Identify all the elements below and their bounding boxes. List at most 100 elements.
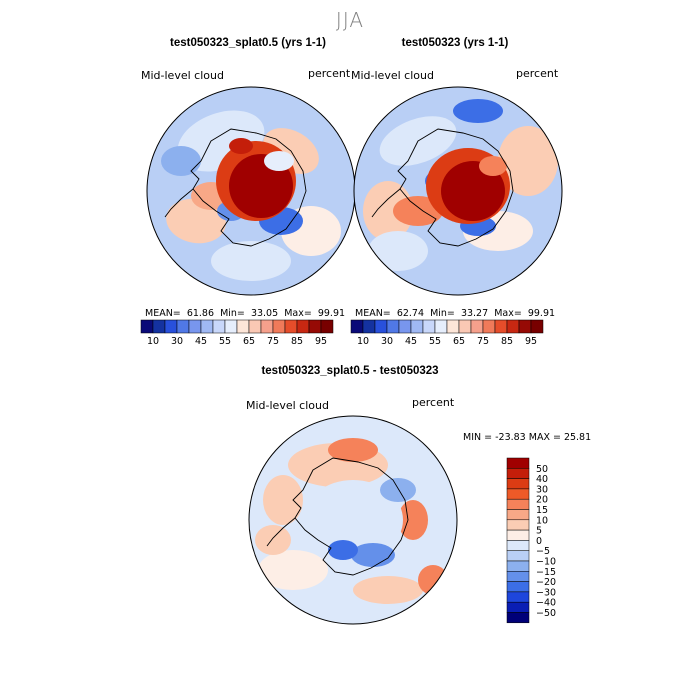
colorbar-tick-label: 45: [195, 336, 207, 347]
panel1-stats: MEAN= 61.86 Min= 33.05 Max= 99.91: [145, 308, 345, 319]
season-title: JJA: [335, 8, 365, 32]
panel2-min-value: 33.27: [460, 308, 489, 319]
panel2-min-label: Min=: [430, 308, 455, 319]
colorbar-tick-label: −20: [536, 577, 556, 588]
panel2-max-label: Max=: [494, 308, 522, 319]
colorbar-swatch: [506, 457, 530, 469]
panel3-variable-label: Mid-level cloud: [246, 399, 329, 412]
panel1-min-value: 33.05: [250, 308, 279, 319]
coastline: [190, 128, 307, 247]
peninsula-coastline: [371, 188, 401, 218]
colorbar-tick-label: 95: [315, 336, 327, 347]
field-contour: [328, 438, 378, 462]
colorbar-swatch: [164, 319, 178, 334]
panel2-max-value: 99.91: [527, 308, 556, 319]
colorbar-tick-label: 30: [171, 336, 183, 347]
colorbar-swatch: [386, 319, 400, 334]
colorbar-swatch: [152, 319, 166, 334]
colorbar-swatch: [212, 319, 226, 334]
colorbar-swatch: [506, 468, 530, 479]
field-contour: [380, 478, 416, 502]
panel3-map-border: [248, 415, 458, 625]
colorbar-swatch: [458, 319, 472, 334]
colorbar-tick-label: 15: [536, 505, 548, 516]
field-contour: [353, 576, 423, 604]
colorbar-swatch: [506, 529, 530, 541]
colorbar-tick-label: −30: [536, 587, 556, 598]
colorbar-swatch: [470, 319, 484, 334]
colorbar-tick-label: 50: [536, 464, 548, 475]
colorbar-swatch: [506, 612, 530, 624]
field-contour: [264, 151, 294, 171]
colorbar-swatch: [506, 591, 530, 603]
panel2-colorbar: 10 30 45 55 65 75 85 95: [350, 319, 544, 347]
colorbar-swatch: [482, 319, 496, 334]
colorbar-swatch: [506, 319, 520, 334]
colorbar-swatch: [410, 319, 424, 334]
field-contour: [453, 99, 503, 123]
colorbar-swatch: [248, 319, 262, 334]
field-contour: [328, 540, 358, 560]
colorbar-swatch: [506, 571, 530, 582]
panel3-units-label: percent: [412, 396, 455, 409]
field-contour: [418, 565, 448, 595]
field-contour: [479, 156, 507, 176]
field-contour: [498, 126, 558, 196]
colorbar-swatch: [506, 509, 530, 521]
colorbar-swatch: [422, 319, 436, 334]
colorbar-tick-label: 10: [536, 515, 548, 526]
colorbar-swatch: [530, 319, 544, 334]
panel2-stats: MEAN= 62.74 Min= 33.27 Max= 99.91: [355, 308, 555, 319]
colorbar-swatch: [296, 319, 310, 334]
field-contour: [303, 480, 403, 560]
panel3-map: [248, 415, 458, 625]
colorbar-swatch: [308, 319, 322, 334]
colorbar-tick-label: 20: [536, 495, 548, 506]
panel1-map: [146, 86, 356, 296]
colorbar-swatch: [272, 319, 286, 334]
panel3-field: [249, 416, 457, 624]
colorbar-tick-label: 75: [477, 336, 489, 347]
colorbar-tick-label: 10: [357, 336, 369, 347]
panel2-title: test050323 (yrs 1-1): [401, 37, 509, 49]
colorbar-swatch: [494, 319, 508, 334]
colorbar-tick-label: 40: [536, 474, 548, 485]
field-contour: [393, 196, 443, 226]
panel1-title: test050323_splat0.5 (yrs 1-1): [170, 37, 326, 49]
colorbar-tick-label: 55: [429, 336, 441, 347]
colorbar-swatch: [506, 478, 530, 490]
peninsula-coastline: [164, 188, 194, 218]
field-contour: [351, 543, 395, 567]
colorbar-tick-label: 55: [219, 336, 231, 347]
panel2-variable-label: Mid-level cloud: [351, 69, 434, 82]
coastline: [292, 457, 409, 576]
panel3-title: test050323_splat0.5 - test050323: [261, 365, 439, 377]
panel2-units-label: percent: [516, 67, 559, 80]
colorbar-swatch: [398, 319, 412, 334]
colorbar-tick-label: −5: [536, 546, 550, 557]
colorbar-tick-label: 5: [536, 526, 542, 537]
colorbar-swatch: [506, 519, 530, 531]
colorbar-tick-label: −15: [536, 567, 556, 578]
colorbar-swatch: [320, 319, 334, 334]
colorbar-tick-label: 30: [381, 336, 393, 347]
field-contour: [255, 525, 291, 555]
colorbar-swatch: [434, 319, 448, 334]
colorbar-tick-label: 95: [525, 336, 537, 347]
field-contour: [441, 161, 505, 221]
field-contour: [161, 146, 201, 176]
panel1-min-label: Min=: [220, 308, 245, 319]
panel1-mean-value: 61.86: [186, 308, 215, 319]
colorbar-tick-label: −10: [536, 557, 556, 568]
peninsula-coastline: [266, 517, 296, 547]
colorbar-swatch: [260, 319, 274, 334]
colorbar-swatch: [374, 319, 388, 334]
field-contour: [263, 475, 303, 525]
coastline: [397, 128, 514, 247]
field-contour: [229, 138, 253, 154]
colorbar-swatch: [506, 601, 530, 613]
field-contour: [258, 550, 328, 590]
field-contour: [398, 500, 428, 540]
colorbar-tick-label: 30: [536, 484, 548, 495]
colorbar-swatch: [506, 488, 530, 500]
